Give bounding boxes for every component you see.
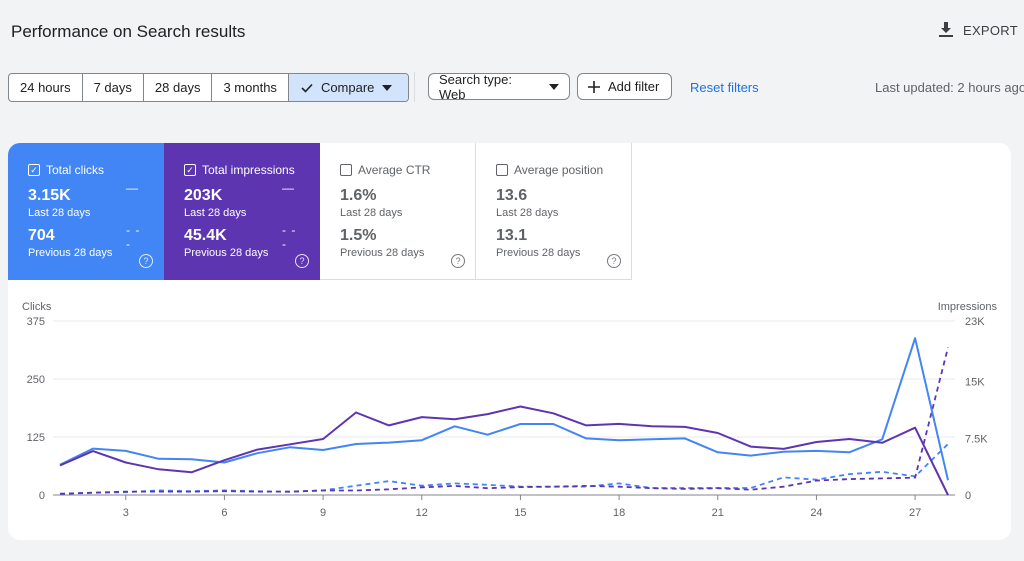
metric-period: Last 28 days	[340, 207, 403, 219]
page-header: Performance on Search results EXPORT	[0, 0, 1024, 62]
help-icon[interactable]: ?	[607, 254, 621, 268]
check-icon	[301, 83, 313, 93]
download-icon	[938, 22, 953, 37]
metric-period: Last 28 days	[496, 207, 559, 219]
compare-button[interactable]: Compare	[288, 74, 409, 101]
x-tick-label: 12	[416, 507, 428, 519]
checkbox-checked-icon[interactable]: ✓	[184, 164, 196, 176]
metric-value: 13.6	[496, 187, 528, 204]
checkbox-unchecked-icon[interactable]	[340, 164, 352, 176]
metric-prev-period: Previous 28 days	[340, 247, 425, 259]
page-title: Performance on Search results	[11, 22, 246, 41]
x-tick-label: 6	[221, 507, 227, 519]
metric-prev-period: Previous 28 days	[184, 247, 269, 259]
metric-label: Total impressions	[202, 163, 295, 177]
performance-card: ✓ Total clicks 3.15K Last 28 days 704 Pre…	[8, 143, 1011, 540]
metric-total-clicks[interactable]: ✓ Total clicks 3.15K Last 28 days 704 Pre…	[8, 143, 164, 280]
metric-prev-period: Previous 28 days	[28, 247, 113, 259]
metric-average-position[interactable]: Average position 13.6 Last 28 days 13.1 …	[476, 143, 632, 280]
metric-prev-value: 1.5%	[340, 227, 377, 244]
metric-label: Average position	[514, 163, 604, 177]
series-line-previous-28-days-impressions	[59, 347, 949, 495]
export-label: EXPORT	[962, 22, 1018, 38]
help-icon[interactable]: ?	[451, 254, 465, 268]
plus-icon	[588, 80, 600, 93]
metric-period: Last 28 days	[28, 207, 91, 219]
date-range-selector: 24 hours 7 days 28 days 3 months Compare	[8, 73, 410, 102]
checkbox-checked-icon[interactable]: ✓	[28, 164, 40, 176]
help-icon[interactable]: ?	[295, 254, 309, 268]
help-icon[interactable]: ?	[139, 254, 153, 268]
metric-value: 203K	[184, 187, 223, 204]
y-right-tick-label: 23K	[965, 316, 985, 328]
y-left-tick-label: 250	[27, 374, 45, 386]
y-right-tick-label: 15K	[965, 377, 985, 389]
metric-average-ctr[interactable]: Average CTR 1.6% Last 28 days 1.5% Previ…	[320, 143, 476, 280]
y-right-axis-label: Impressions	[938, 301, 998, 313]
add-filter-label: Add filter	[608, 79, 660, 94]
search-type-label: Search type: Web	[439, 71, 512, 102]
series-line-total-impressions	[59, 405, 949, 496]
solid-line-legend-icon: —	[126, 181, 139, 195]
search-type-dropdown[interactable]: Search type: Web	[428, 71, 570, 102]
reset-filters-link[interactable]: Reset filters	[690, 80, 759, 95]
metric-value: 3.15K	[28, 187, 71, 204]
metric-prev-value: 13.1	[496, 227, 528, 244]
solid-line-legend-icon: —	[282, 181, 295, 195]
x-tick-label: 21	[712, 507, 724, 519]
toolbar-divider	[414, 72, 415, 102]
y-right-tick-label: 7.5K	[965, 433, 988, 445]
metric-total-impressions[interactable]: ✓ Total impressions 203K Last 28 days 45.…	[164, 143, 320, 280]
range-28-days[interactable]: 28 days	[144, 74, 213, 101]
performance-chart[interactable]: 0 125 250 375 0 7.5K 15K 23K 3 6 9 12 15 18 21 24 27 Clic…	[8, 293, 1011, 540]
series-line-total-clicks	[59, 337, 949, 481]
caret-down-icon	[382, 84, 393, 91]
last-updated-text: Last updated: 2 hours ago	[875, 80, 1024, 95]
metric-value: 1.6%	[340, 187, 377, 204]
metric-label: Average CTR	[358, 163, 431, 177]
range-7-days[interactable]: 7 days	[83, 74, 144, 101]
checkbox-unchecked-icon[interactable]	[496, 164, 508, 176]
export-button[interactable]: EXPORT	[938, 22, 1018, 38]
caret-down-icon	[549, 83, 559, 90]
toolbar: 24 hours 7 days 28 days 3 months Compare…	[0, 72, 1024, 104]
y-left-tick-label: 375	[27, 316, 45, 328]
dashed-line-legend-icon: - - -	[282, 223, 297, 251]
metric-label: Total clicks	[46, 163, 105, 177]
metric-prev-value: 704	[28, 227, 55, 244]
x-tick-label: 18	[613, 507, 625, 519]
compare-label: Compare	[320, 80, 375, 95]
dashed-line-legend-icon: - - -	[126, 223, 141, 251]
add-filter-button[interactable]: Add filter	[577, 73, 672, 100]
metric-period: Last 28 days	[184, 207, 247, 219]
x-tick-label: 9	[320, 507, 326, 519]
y-left-tick-label: 0	[39, 490, 45, 502]
x-tick-label: 3	[123, 507, 129, 519]
y-left-tick-label: 125	[27, 432, 45, 444]
y-right-tick-label: 0	[965, 490, 971, 502]
metric-prev-value: 45.4K	[184, 227, 227, 244]
x-tick-label: 15	[514, 507, 526, 519]
range-3-months[interactable]: 3 months	[212, 74, 289, 101]
x-tick-label: 27	[909, 507, 921, 519]
y-left-axis-label: Clicks	[22, 301, 52, 313]
x-tick-label: 24	[810, 507, 822, 519]
range-24-hours[interactable]: 24 hours	[9, 74, 83, 101]
metric-prev-period: Previous 28 days	[496, 247, 581, 259]
